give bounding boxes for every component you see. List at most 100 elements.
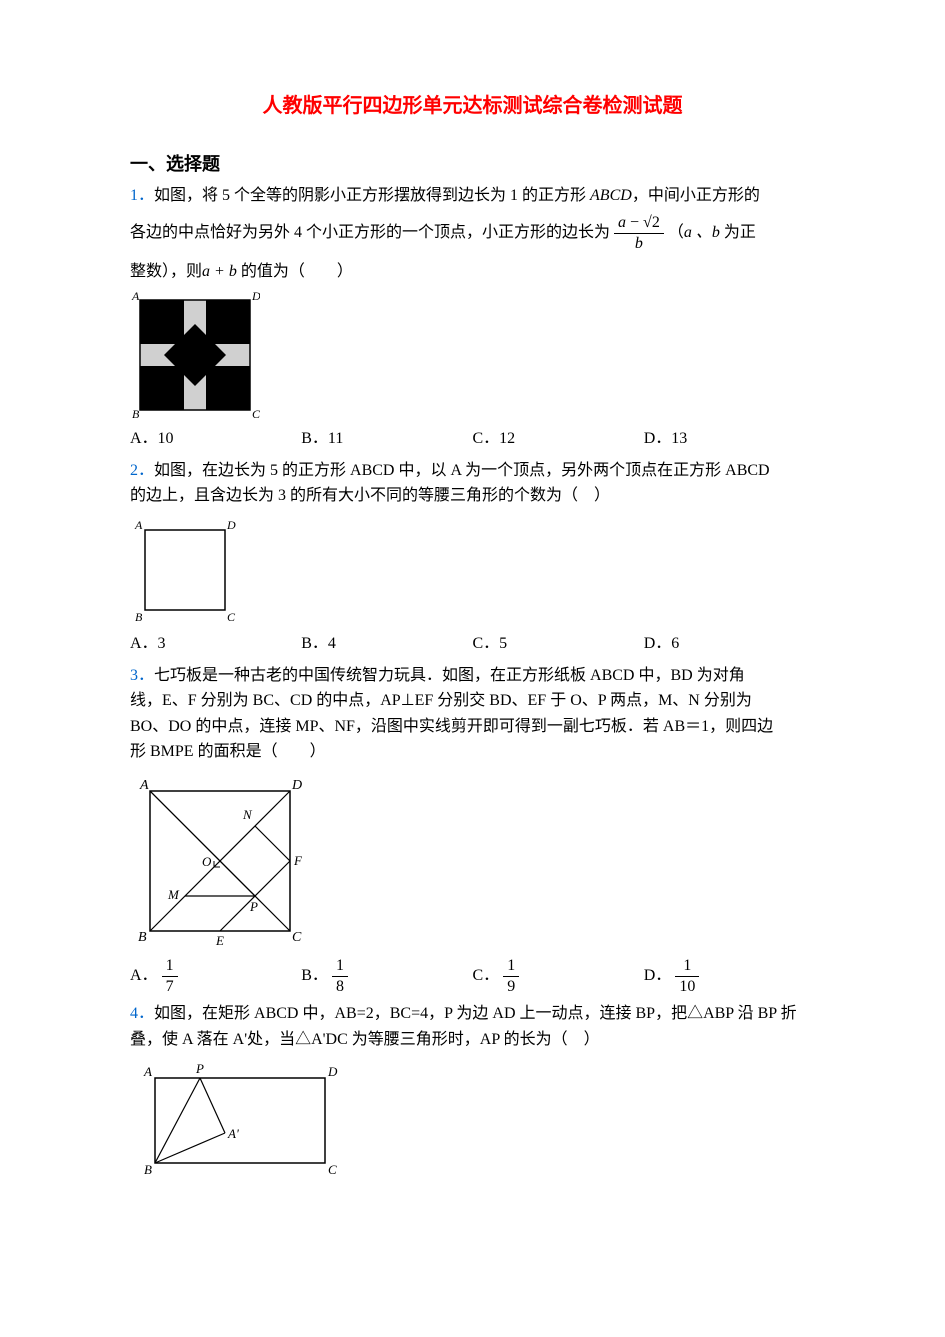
question-4: 4．如图，在矩形 ABCD 中，AB=2，BC=4，P 为边 AD 上一动点，连… [130, 1001, 815, 1052]
svg-text:N: N [242, 807, 253, 822]
q2-text-1: 如图，在边长为 5 的正方形 ABCD 中，以 A 为一个顶点，另外两个顶点在正… [154, 462, 770, 479]
q3-figure: A D B C E F O P M N [130, 771, 815, 951]
q3-option-d: D． 1 10 [644, 957, 815, 995]
svg-text:A: A [143, 1064, 152, 1079]
q3-number: 3． [130, 667, 154, 684]
q3-opt-a-label: A． [130, 967, 158, 984]
svg-text:E: E [215, 933, 224, 948]
question-1: 1．如图，将 5 个全等的阴影小正方形摆放得到边长为 1 的正方形 ABCD，中… [130, 183, 815, 284]
svg-text:C: C [227, 610, 236, 624]
q3-c-num: 1 [503, 957, 519, 977]
q1-frac-num: a − √2 [614, 214, 664, 234]
q2-option-d: D．6 [644, 631, 815, 657]
svg-text:D: D [327, 1064, 338, 1079]
section-heading: 一、选择题 [130, 150, 815, 179]
q3-opt-a-frac: 1 7 [162, 957, 178, 995]
q1-text-3a: 整数），则 [130, 263, 202, 280]
q3-opt-d-label: D． [644, 967, 672, 984]
q3-option-b: B． 1 8 [301, 957, 472, 995]
q1-ab: a 、b [684, 224, 720, 241]
q3-opt-b-label: B． [301, 967, 328, 984]
svg-text:P: P [195, 1061, 204, 1076]
svg-text:A: A [134, 518, 143, 532]
q3-line2: 线，E、F 分别为 BC、CD 的中点，AP⊥EF 分别交 BD、EF 于 O、… [130, 688, 815, 714]
q3-a-den: 7 [162, 977, 178, 996]
svg-text:B: B [138, 930, 147, 945]
q3-a-num: 1 [162, 957, 178, 977]
svg-text:P: P [249, 899, 258, 914]
svg-text:M: M [167, 887, 180, 902]
svg-text:C: C [328, 1162, 337, 1177]
svg-text:O: O [202, 854, 212, 869]
q3-d-num: 1 [675, 957, 699, 977]
q4-text-1: 如图，在矩形 ABCD 中，AB=2，BC=4，P 为边 AD 上一动点，连接 … [154, 1005, 797, 1022]
q1-figure: A D B C [130, 290, 815, 420]
q3-d-den: 10 [675, 977, 699, 996]
q1-aplusb: a + b [202, 263, 237, 280]
q1-fraction: a − √2 b [614, 214, 664, 252]
q3-text-3: BO、DO 的中点，连接 MP、NF，沿图中实线剪开即可得到一副七巧板．若 AB… [130, 718, 773, 735]
q4-figure: A P D B C A' [130, 1058, 815, 1188]
q3-option-c: C． 1 9 [473, 957, 644, 995]
question-2: 2．如图，在边长为 5 的正方形 ABCD 中，以 A 为一个顶点，另外两个顶点… [130, 458, 815, 509]
q3-option-a: A． 1 7 [130, 957, 301, 995]
q3-opt-b-frac: 1 8 [332, 957, 348, 995]
svg-text:A': A' [227, 1126, 239, 1141]
q3-opt-c-label: C． [473, 967, 500, 984]
q1-option-b: B．11 [301, 426, 472, 452]
q3-b-den: 8 [332, 977, 348, 996]
q1-number: 1． [130, 187, 154, 204]
q2-line1: 2．如图，在边长为 5 的正方形 ABCD 中，以 A 为一个顶点，另外两个顶点… [130, 458, 815, 484]
q3-opt-d-frac: 1 10 [675, 957, 699, 995]
q3-b-num: 1 [332, 957, 348, 977]
q2-options: A．3 B．4 C．5 D．6 [130, 631, 815, 657]
q1-frac-den: b [614, 234, 664, 253]
svg-text:A: A [131, 290, 140, 303]
q1-option-c: C．12 [473, 426, 644, 452]
q1-abcd: ABCD [590, 187, 632, 204]
svg-text:A: A [139, 778, 149, 793]
q1-text-1a: 如图，将 5 个全等的阴影小正方形摆放得到边长为 1 的正方形 [154, 187, 586, 204]
svg-text:B: B [132, 407, 140, 420]
q3-c-den: 9 [503, 977, 519, 996]
svg-text:C: C [292, 930, 302, 945]
q3-text-4: 形 BMPE 的面积是（ ） [130, 743, 326, 760]
q4-number: 4． [130, 1005, 154, 1022]
q1-line2: 各边的中点恰好为另外 4 个小正方形的一个顶点，小正方形的边长为 a − √2 … [130, 214, 815, 252]
q3-line4: 形 BMPE 的面积是（ ） [130, 739, 815, 765]
q1-option-a: A．10 [130, 426, 301, 452]
q2-line2: 的边上，且含边长为 3 的所有大小不同的等腰三角形的个数为（ ） [130, 483, 815, 509]
q4-line1: 4．如图，在矩形 ABCD 中，AB=2，BC=4，P 为边 AD 上一动点，连… [130, 1001, 815, 1027]
q2-text-2: 的边上，且含边长为 3 的所有大小不同的等腰三角形的个数为（ ） [130, 487, 610, 504]
q1-text-3c: 的值为（ ） [241, 263, 353, 280]
q3-line3: BO、DO 的中点，连接 MP、NF，沿图中实线剪开即可得到一副七巧板．若 AB… [130, 714, 815, 740]
svg-text:B: B [144, 1162, 152, 1177]
q3-text-2: 线，E、F 分别为 BC、CD 的中点，AP⊥EF 分别交 BD、EF 于 O、… [130, 692, 752, 709]
q2-figure: A D B C [130, 515, 815, 625]
q4-text-2: 叠，使 A 落在 A'处，当△A'DC 为等腰三角形时，AP 的长为（ ） [130, 1031, 600, 1048]
svg-text:B: B [135, 610, 143, 624]
q4-line2: 叠，使 A 落在 A'处，当△A'DC 为等腰三角形时，AP 的长为（ ） [130, 1027, 815, 1053]
q3-options: A． 1 7 B． 1 8 C． 1 9 D． 1 10 [130, 957, 815, 995]
q3-opt-c-frac: 1 9 [503, 957, 519, 995]
svg-text:D: D [251, 290, 260, 303]
svg-text:D: D [291, 778, 302, 793]
q2-option-c: C．5 [473, 631, 644, 657]
svg-text:D: D [226, 518, 236, 532]
q1-text-2b: （ [668, 224, 684, 241]
q3-text-1: 七巧板是一种古老的中国传统智力玩具．如图，在正方形纸板 ABCD 中，BD 为对… [154, 667, 745, 684]
q2-option-a: A．3 [130, 631, 301, 657]
page-title: 人教版平行四边形单元达标测试综合卷检测试题 [130, 90, 815, 122]
q1-option-d: D．13 [644, 426, 815, 452]
q1-text-2a: 各边的中点恰好为另外 4 个小正方形的一个顶点，小正方形的边长为 [130, 224, 610, 241]
svg-text:F: F [293, 853, 303, 868]
q3-line1: 3．七巧板是一种古老的中国传统智力玩具．如图，在正方形纸板 ABCD 中，BD … [130, 663, 815, 689]
q1-text-1c: ，中间小正方形的 [632, 187, 760, 204]
q1-options: A．10 B．11 C．12 D．13 [130, 426, 815, 452]
question-3: 3．七巧板是一种古老的中国传统智力玩具．如图，在正方形纸板 ABCD 中，BD … [130, 663, 815, 765]
q2-option-b: B．4 [301, 631, 472, 657]
q1-line1: 1．如图，将 5 个全等的阴影小正方形摆放得到边长为 1 的正方形 ABCD，中… [130, 183, 815, 209]
svg-text:C: C [252, 407, 260, 420]
q1-text-2d: 为正 [724, 224, 756, 241]
q2-number: 2． [130, 462, 154, 479]
